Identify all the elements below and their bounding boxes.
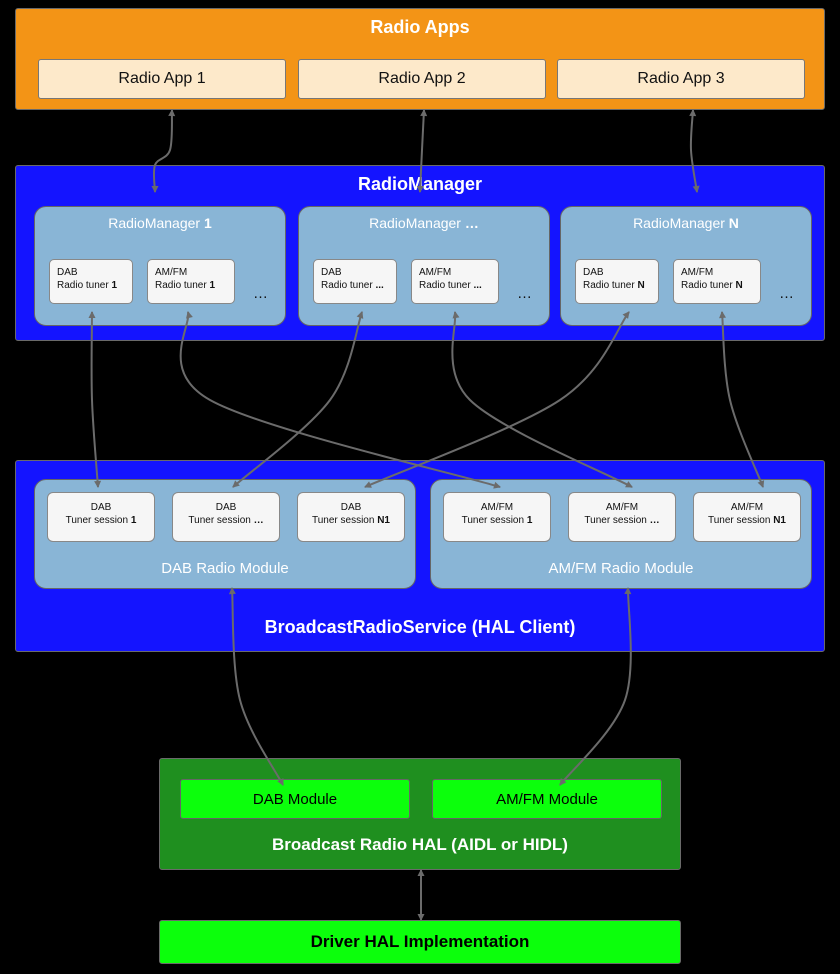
- amfm-session-dots: AM/FMTuner session …: [568, 492, 676, 542]
- broadcast-radio-service-layer: DABTuner session 1 DABTuner session … DA…: [15, 460, 825, 652]
- radio-app-1-label: Radio App 1: [118, 70, 205, 88]
- amfm-session-n1: AM/FMTuner session N1: [693, 492, 801, 542]
- radio-app-1: Radio App 1: [38, 59, 286, 99]
- rm-dots-dab-tuner: DABRadio tuner ...: [313, 259, 397, 304]
- radiomanager-title: RadioManager: [16, 174, 824, 195]
- amfm-session-1: AM/FMTuner session 1: [443, 492, 551, 542]
- rm-1-amfm-tuner: AM/FMRadio tuner 1: [147, 259, 235, 304]
- dab-module-title: DAB Radio Module: [35, 560, 415, 577]
- amfm-radio-module: AM/FMTuner session 1 AM/FMTuner session …: [430, 479, 812, 589]
- broadcast-radio-hal-layer: DAB Module AM/FM Module Broadcast Radio …: [159, 758, 681, 870]
- rm-dots-dots: …: [517, 285, 532, 302]
- dab-radio-module: DABTuner session 1 DABTuner session … DA…: [34, 479, 416, 589]
- driver-hal-title: Driver HAL Implementation: [311, 932, 530, 952]
- radiomanager-instance-dots: RadioManager … DABRadio tuner ... AM/FMR…: [298, 206, 550, 326]
- driver-hal-layer: Driver HAL Implementation: [159, 920, 681, 964]
- dab-module: DAB Module: [180, 779, 410, 819]
- radio-app-3: Radio App 3: [557, 59, 805, 99]
- rm-1-dab-tuner: DABRadio tuner 1: [49, 259, 133, 304]
- rm-n-amfm-tuner: AM/FMRadio tuner N: [673, 259, 761, 304]
- radio-app-2-label: Radio App 2: [378, 70, 465, 88]
- radio-apps-title: Radio Apps: [16, 17, 824, 38]
- dab-session-1: DABTuner session 1: [47, 492, 155, 542]
- radiomanager-instance-1: RadioManager 1 DABRadio tuner 1 AM/FMRad…: [34, 206, 286, 326]
- rm-1-title: RadioManager 1: [35, 215, 285, 231]
- rm-n-title: RadioManager N: [561, 215, 811, 231]
- radio-app-3-label: Radio App 3: [637, 70, 724, 88]
- amfm-module: AM/FM Module: [432, 779, 662, 819]
- rm-n-dots: …: [779, 285, 794, 302]
- radiomanager-instance-n: RadioManager N DABRadio tuner N AM/FMRad…: [560, 206, 812, 326]
- amfm-module-label: AM/FM Module: [496, 791, 598, 808]
- radio-app-2: Radio App 2: [298, 59, 546, 99]
- dab-module-label: DAB Module: [253, 791, 337, 808]
- rm-1-dots: …: [253, 285, 268, 302]
- dab-session-n1: DABTuner session N1: [297, 492, 405, 542]
- dab-session-dots: DABTuner session …: [172, 492, 280, 542]
- hal-title: Broadcast Radio HAL (AIDL or HIDL): [160, 835, 680, 855]
- amfm-module-title: AM/FM Radio Module: [431, 560, 811, 577]
- rm-dots-amfm-tuner: AM/FMRadio tuner ...: [411, 259, 499, 304]
- rm-dots-title: RadioManager …: [299, 215, 549, 231]
- rm-n-dab-tuner: DABRadio tuner N: [575, 259, 659, 304]
- radio-apps-layer: Radio Apps Radio App 1 Radio App 2 Radio…: [15, 8, 825, 110]
- radiomanager-layer: RadioManager RadioManager 1 DABRadio tun…: [15, 165, 825, 341]
